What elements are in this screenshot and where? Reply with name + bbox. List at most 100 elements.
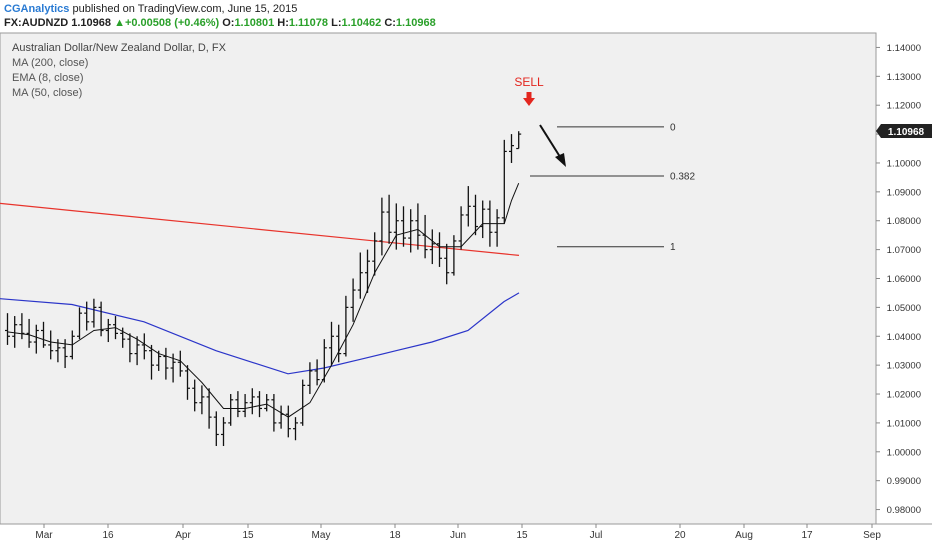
ohlc-bar <box>372 232 378 276</box>
ohlc-bar <box>69 330 75 360</box>
ohlc-bar <box>386 194 392 244</box>
price-tick-label: 1.04000 <box>887 332 921 343</box>
published-text: published on TradingView.com, June 15, 2… <box>69 3 298 15</box>
fib-level-label: 1 <box>670 242 676 253</box>
ohlc-bar <box>213 411 219 447</box>
ohlc-bar <box>278 405 284 429</box>
time-tick-label: Jun <box>450 530 466 541</box>
time-tick-label: Apr <box>175 530 191 541</box>
ohlc-bar <box>134 336 140 366</box>
ohlc-bar <box>465 186 471 227</box>
last-price-tag: 1.10968 <box>876 124 932 138</box>
low-label: L: <box>331 17 342 29</box>
ohlc-bar <box>141 333 147 360</box>
price-tick-label: 1.09000 <box>887 187 921 198</box>
price-tick-label: 1.02000 <box>887 390 921 401</box>
ohlc-bar <box>314 359 320 386</box>
close-label: C: <box>384 17 396 29</box>
high-label: H: <box>277 17 289 29</box>
ohlc-bar <box>458 206 464 250</box>
ohlc-bar <box>249 388 255 415</box>
time-tick-label: 18 <box>389 530 401 541</box>
ohlc-bar <box>228 394 234 426</box>
price-axis[interactable] <box>876 33 932 524</box>
ohlc-bar <box>357 252 363 299</box>
ohlc-bar <box>127 333 133 363</box>
symbol-label: FX:AUDNZD <box>4 17 69 29</box>
time-tick-label: 16 <box>102 530 114 541</box>
ema8-line <box>7 183 520 418</box>
ohlc-bar <box>156 350 162 371</box>
ohlc-bar <box>5 313 10 345</box>
ohlc-bar <box>62 339 68 369</box>
ohlc-bar <box>437 232 442 267</box>
ohlc-bar <box>429 229 435 265</box>
price-tick-label: 1.14000 <box>887 43 921 54</box>
price-change: +0.00508 (+0.46%) <box>124 17 220 29</box>
ohlc-bar <box>242 394 248 418</box>
ohlc-bar <box>516 131 522 150</box>
open-value: 1.10801 <box>234 17 275 29</box>
publish-line: CGAnalytics published on TradingView.com… <box>4 3 297 15</box>
time-tick-label: 20 <box>674 530 686 541</box>
ohlc-bar <box>113 316 118 340</box>
quote-line: FX:AUDNZD 1.10968 ▲+0.00508 (+0.46%) O:1… <box>4 17 436 29</box>
ohlc-bar <box>365 249 370 293</box>
ohlc-bar <box>206 388 212 429</box>
ohlc-bar <box>336 324 342 363</box>
ohlc-bar <box>98 301 104 337</box>
ohlc-bar <box>163 347 169 380</box>
legend-ma50[interactable]: MA (50, close) <box>12 87 82 99</box>
ohlc-bar <box>19 313 25 340</box>
ohlc-bar <box>55 339 61 363</box>
ohlc-bar <box>177 350 183 377</box>
legend-ma200[interactable]: MA (200, close) <box>12 57 88 69</box>
ohlc-bar <box>473 194 478 236</box>
time-axis-ticks: Mar 16 Apr 15 May 18 Jun 15 Jul 20 Aug 17 Sep <box>35 524 881 541</box>
ohlc-bar <box>307 362 313 395</box>
last-price: 1.10968 <box>71 17 111 29</box>
up-arrow-icon: ▲ <box>114 17 125 29</box>
fib-level-label: 0 <box>670 122 676 133</box>
ohlc-bar <box>48 330 54 360</box>
ohlc-bar <box>401 206 406 247</box>
ohlc-bar <box>185 365 190 400</box>
ohlc-bar <box>257 391 262 418</box>
ohlc-bar <box>350 278 356 322</box>
ohlc-bar <box>300 379 306 426</box>
price-tick-label: 1.06000 <box>887 274 921 285</box>
ohlc-bar <box>235 391 241 418</box>
ohlc-bar <box>170 353 176 383</box>
ohlc-bar <box>264 394 270 412</box>
ohlc-bar <box>120 327 126 348</box>
plot-area[interactable] <box>0 32 877 525</box>
ohlc-bar <box>84 301 90 331</box>
ohlc-bar <box>26 318 32 348</box>
ohlc-bar <box>199 385 205 415</box>
time-axis[interactable] <box>0 524 932 550</box>
price-tick-label: 0.98000 <box>887 505 921 516</box>
ohlc-bar <box>91 298 97 328</box>
ohlc-bar <box>343 295 349 357</box>
ohlc-bar <box>105 318 111 343</box>
sell-label: SELL <box>514 75 544 89</box>
legend-ema8[interactable]: EMA (8, close) <box>12 72 84 84</box>
chart-header: CGAnalytics published on TradingView.com… <box>0 0 932 32</box>
annotations: 0 0.382 1 <box>530 122 695 253</box>
author-link[interactable]: CGAnalytics <box>4 3 70 15</box>
price-tick-label: 1.08000 <box>887 216 921 227</box>
ohlc-bar <box>285 405 291 438</box>
ohlc-bar <box>415 203 421 250</box>
ohlc-bar <box>149 344 154 380</box>
price-tick-label: 1.13000 <box>887 72 921 83</box>
ohlc-bar <box>487 200 493 247</box>
ohlc-bar <box>271 394 277 432</box>
sell-arrow-icon <box>523 92 535 106</box>
high-value: 1.11078 <box>288 17 329 29</box>
price-tick-label: 1.01000 <box>887 418 921 429</box>
time-tick-label: Mar <box>35 530 53 541</box>
price-tick-label: 0.99000 <box>887 476 921 487</box>
ohlc-bar <box>408 209 414 253</box>
time-tick-label: May <box>312 530 331 541</box>
